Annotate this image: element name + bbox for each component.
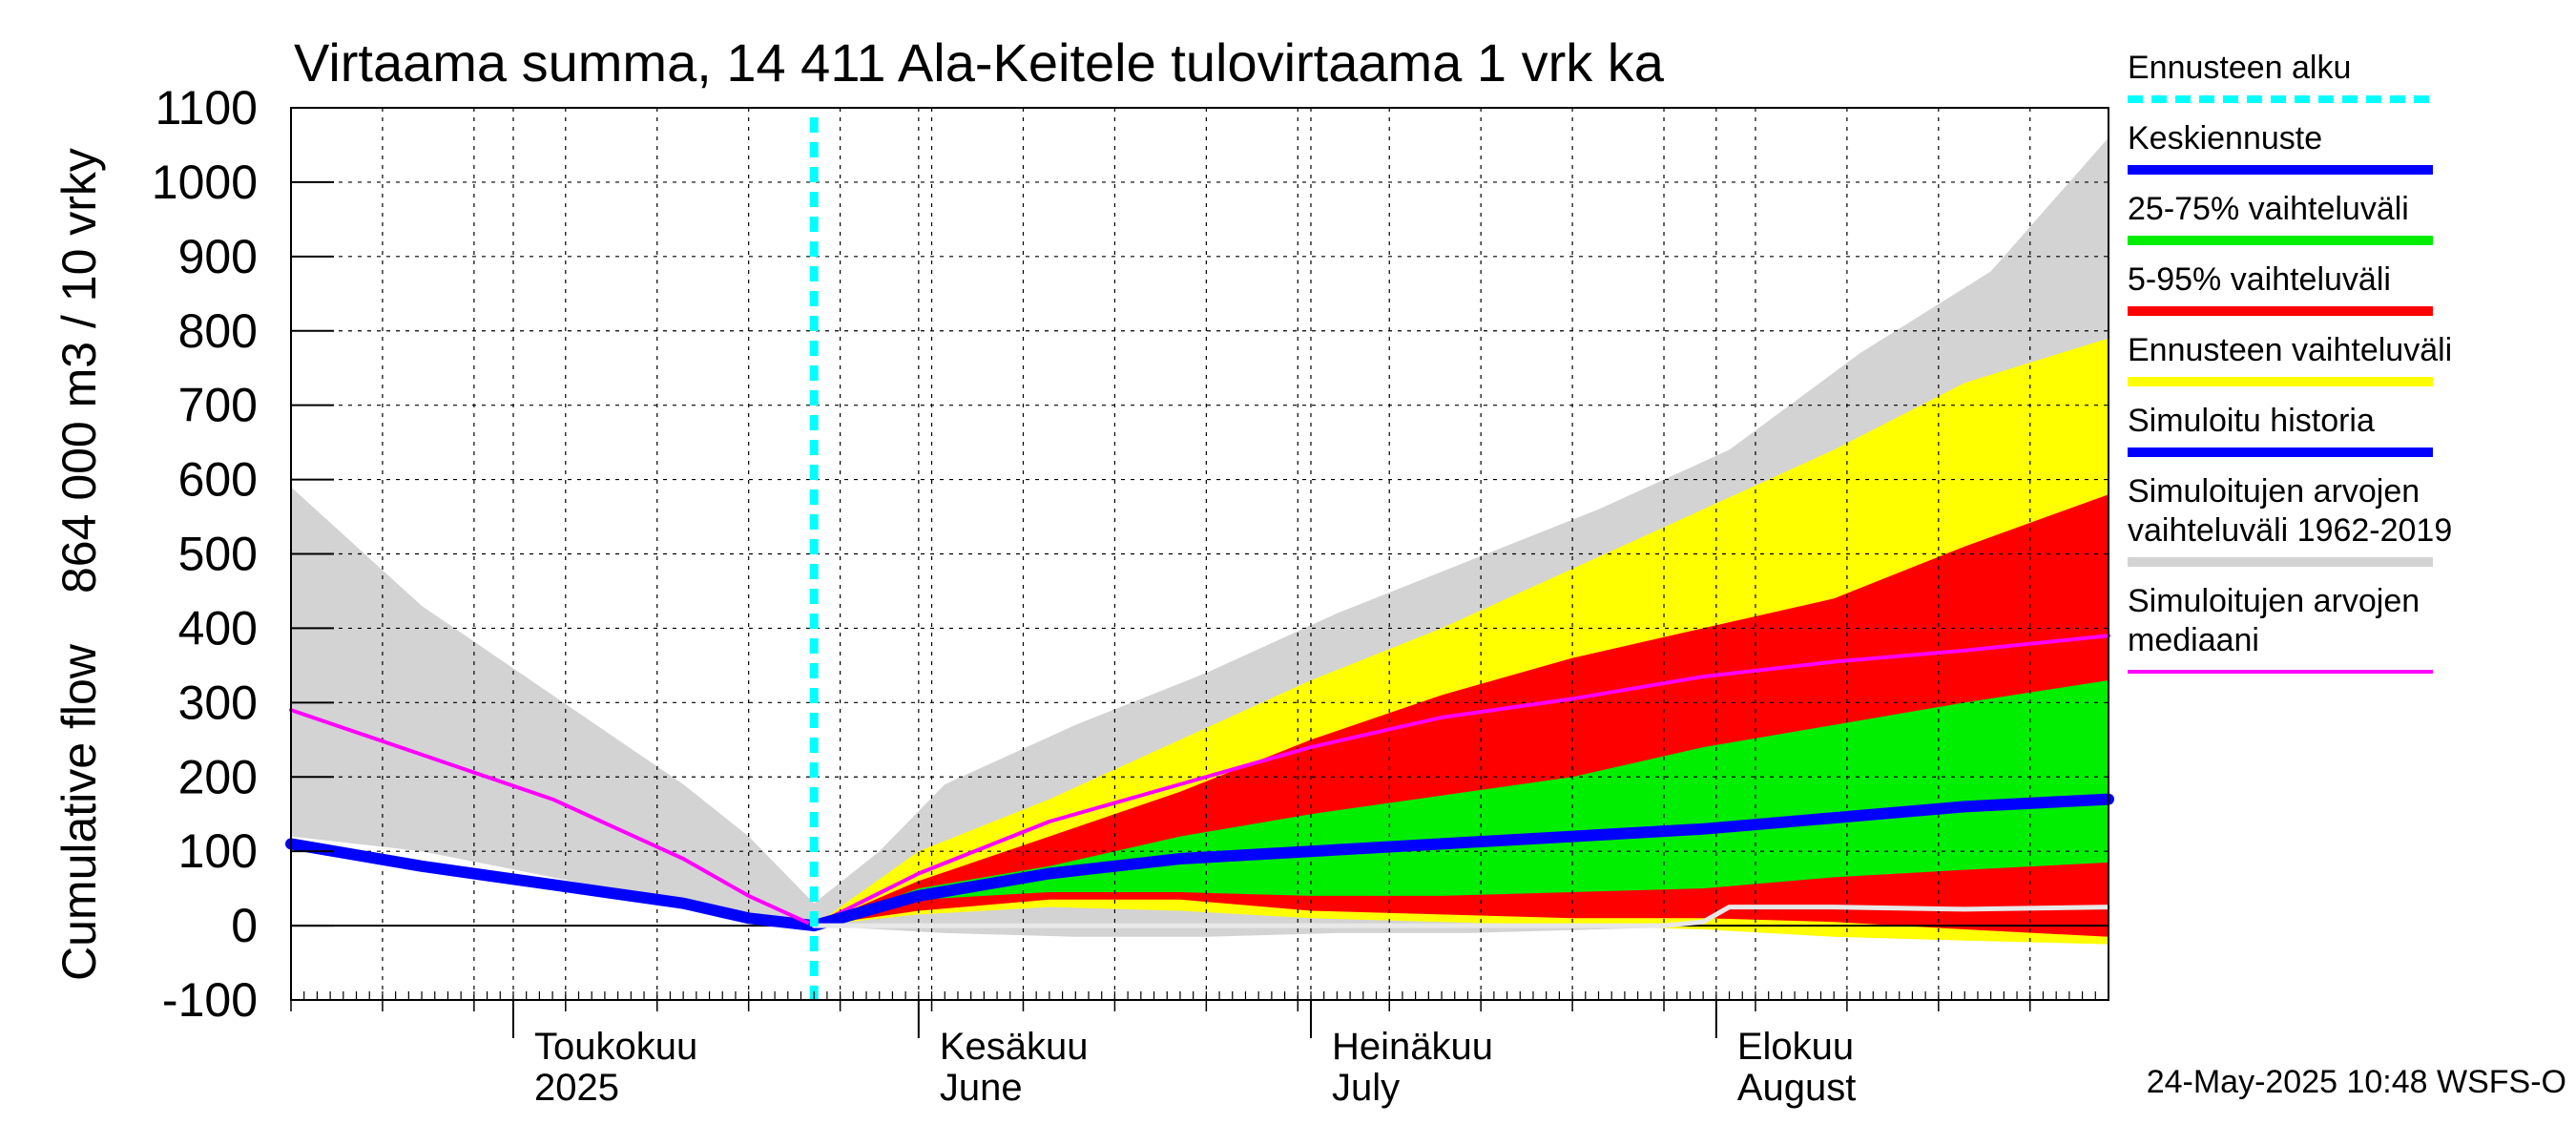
legend-label: Keskiennuste	[2128, 120, 2322, 156]
x-tick-label: Toukokuu	[534, 1026, 697, 1068]
series-line-7	[811, 905, 2111, 928]
y-tick-label: 1100	[155, 81, 258, 135]
legend-entry-4: Ennusteen vaihteluväli	[2128, 332, 2452, 386]
legend-entry-1: Keskiennuste	[2128, 120, 2433, 175]
x-tick-label: Elokuu	[1737, 1026, 1854, 1068]
legend: Ennusteen alku Keskiennuste 25-75% vaihtel…	[2128, 50, 2452, 674]
legend-label: Simuloitujen arvojen	[2128, 583, 2420, 619]
series-line-6	[808, 793, 2114, 932]
y-axis-label-english: Cumulative flow	[52, 643, 106, 981]
y-tick-label: 800	[178, 304, 258, 358]
legend-label: Simuloitujen arvojen	[2128, 473, 2420, 510]
y-axis-label-finnish: 864 000 m3 / 10 vrky	[52, 148, 106, 593]
x-tick-label: 2025	[534, 1067, 619, 1109]
y-tick-label: 100	[178, 824, 258, 878]
y-tick-label: -100	[162, 973, 258, 1027]
footer-timestamp: 24-May-2025 10:48 WSFS-O	[2147, 1064, 2566, 1100]
legend-label: Simuloitu historia	[2128, 403, 2375, 439]
series-line-4	[285, 838, 821, 932]
y-tick-label: 1000	[152, 156, 258, 209]
x-tick-label: Heinäkuu	[1332, 1026, 1493, 1068]
y-tick-label: 900	[178, 230, 258, 283]
x-tick-label: Kesäkuu	[940, 1026, 1089, 1068]
legend-label: vaihteluväli 1962-2019	[2128, 512, 2452, 549]
y-tick-label: 500	[178, 528, 258, 581]
y-tick-label: 400	[178, 601, 258, 655]
legend-label: Ennusteen vaihteluväli	[2128, 332, 2452, 368]
y-tick-label: 600	[178, 453, 258, 507]
y-tick-label: 300	[178, 676, 258, 729]
y-tick-label: 700	[178, 379, 258, 432]
y-axis-ticks: -100 0 100 200 300 400 500 600 700 800 900 1000 1100	[152, 81, 334, 1027]
legend-label: Ennusteen alku	[2128, 50, 2351, 86]
legend-label: mediaani	[2128, 622, 2259, 658]
x-tick-label: August	[1737, 1067, 1857, 1109]
y-tick-label: 0	[231, 899, 258, 952]
x-tick-label: June	[940, 1067, 1023, 1109]
legend-entry-5: Simuloitu historia	[2128, 403, 2433, 457]
legend-label: 25-75% vaihteluväli	[2128, 191, 2409, 227]
legend-label: 5-95% vaihteluväli	[2128, 261, 2391, 298]
legend-entry-3: 5-95% vaihteluväli	[2128, 261, 2433, 316]
series-line-5	[289, 634, 2110, 928]
legend-entry-0: Ennusteen alku	[2128, 50, 2433, 103]
legend-entry-2: 25-75% vaihteluväli	[2128, 191, 2433, 245]
series-lines	[285, 117, 2114, 1004]
x-tick-label: July	[1332, 1067, 1400, 1109]
chart-title: Virtaama summa, 14 411 Ala-Keitele tulov…	[294, 32, 1665, 93]
y-tick-label: 200	[178, 750, 258, 803]
